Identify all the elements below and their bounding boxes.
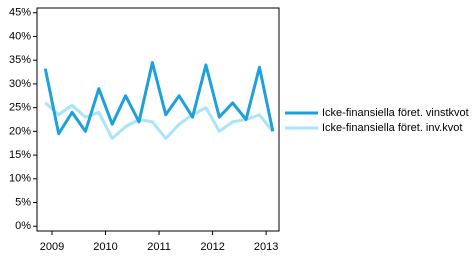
- y-tick-label: 0%: [15, 220, 31, 232]
- y-tick-label: 10%: [9, 173, 31, 185]
- x-tick-label: 2013: [254, 241, 278, 253]
- y-tick-label: 40%: [9, 30, 31, 42]
- y-tick-label: 25%: [9, 102, 31, 114]
- legend-label: Icke-finansiella föret. inv.kvot: [322, 122, 462, 134]
- x-tick-label: 2011: [147, 241, 171, 253]
- y-tick-label: 20%: [9, 125, 31, 137]
- y-tick-label: 45%: [9, 7, 31, 19]
- y-tick-label: 30%: [9, 78, 31, 90]
- x-tick-label: 2012: [200, 241, 224, 253]
- plot-frame: [36, 7, 280, 232]
- y-tick-label: 35%: [9, 54, 31, 66]
- y-tick-label: 5%: [15, 196, 31, 208]
- series-line: [43, 61, 275, 136]
- x-tick-label: 2009: [40, 241, 64, 253]
- y-tick-label: 15%: [9, 149, 31, 161]
- x-tick-label: 2010: [93, 241, 117, 253]
- legend-label: Icke-finansiella föret. vinstkvot: [322, 107, 469, 119]
- series-line: [44, 101, 275, 140]
